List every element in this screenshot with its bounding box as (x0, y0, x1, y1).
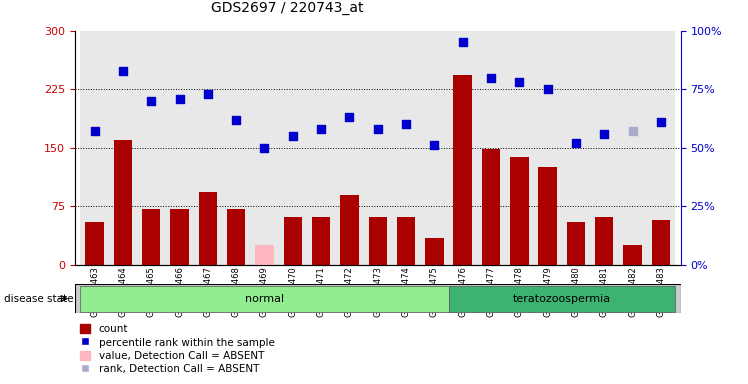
Bar (199, 192, 217, 265)
Point (542, 86, 554, 92)
Text: GDS2697 / 220743_at: GDS2697 / 220743_at (211, 2, 363, 15)
Text: teratozoospermia: teratozoospermia (512, 293, 611, 304)
Bar (510, 157, 529, 265)
Bar (392, 31, 420, 265)
Bar (623, 245, 642, 265)
Point (485, 74, 497, 81)
Bar (171, 209, 188, 265)
Bar (533, 31, 562, 265)
Text: disease state: disease state (4, 293, 73, 304)
Bar (364, 31, 392, 265)
Point (598, 131, 610, 137)
Bar (137, 31, 165, 265)
Bar (397, 217, 415, 265)
Bar (165, 31, 194, 265)
Point (315, 126, 327, 132)
Bar (340, 195, 358, 265)
Bar (142, 209, 160, 265)
Bar (476, 31, 505, 265)
Bar (81, 31, 108, 265)
Point (230, 117, 242, 123)
Bar (283, 217, 302, 265)
Bar (482, 149, 500, 265)
Point (372, 126, 384, 132)
Bar (449, 31, 476, 265)
Bar (595, 217, 613, 265)
Bar (567, 222, 585, 265)
Point (259, 145, 271, 151)
Point (457, 39, 469, 45)
Bar (619, 31, 647, 265)
Bar (420, 31, 449, 265)
Bar (562, 31, 590, 265)
Bar (279, 31, 307, 265)
Point (286, 133, 298, 139)
Point (202, 91, 214, 97)
Bar (81, 286, 449, 311)
Bar (369, 217, 387, 265)
Bar (647, 31, 675, 265)
Bar (453, 75, 472, 265)
Bar (539, 167, 557, 265)
Bar (425, 238, 444, 265)
Bar (85, 222, 104, 265)
Point (88, 128, 100, 134)
Bar (227, 209, 245, 265)
Bar (222, 31, 251, 265)
Point (400, 121, 412, 127)
Bar (505, 31, 533, 265)
Point (117, 68, 129, 74)
Bar (590, 31, 619, 265)
Point (343, 114, 355, 121)
Bar (307, 31, 335, 265)
Bar (114, 140, 132, 265)
Point (174, 96, 186, 102)
Bar (194, 31, 222, 265)
Bar (449, 286, 675, 311)
Bar (251, 31, 279, 265)
Point (145, 98, 157, 104)
Bar (108, 31, 137, 265)
Text: normal: normal (245, 293, 284, 304)
Bar (652, 220, 670, 265)
Legend: count, percentile rank within the sample, value, Detection Call = ABSENT, rank, : count, percentile rank within the sample… (80, 324, 275, 374)
Point (513, 79, 525, 85)
Point (429, 142, 441, 149)
Bar (255, 245, 274, 265)
Bar (312, 217, 331, 265)
Point (570, 140, 582, 146)
Point (627, 128, 639, 134)
Point (655, 119, 667, 125)
Bar (335, 31, 364, 265)
